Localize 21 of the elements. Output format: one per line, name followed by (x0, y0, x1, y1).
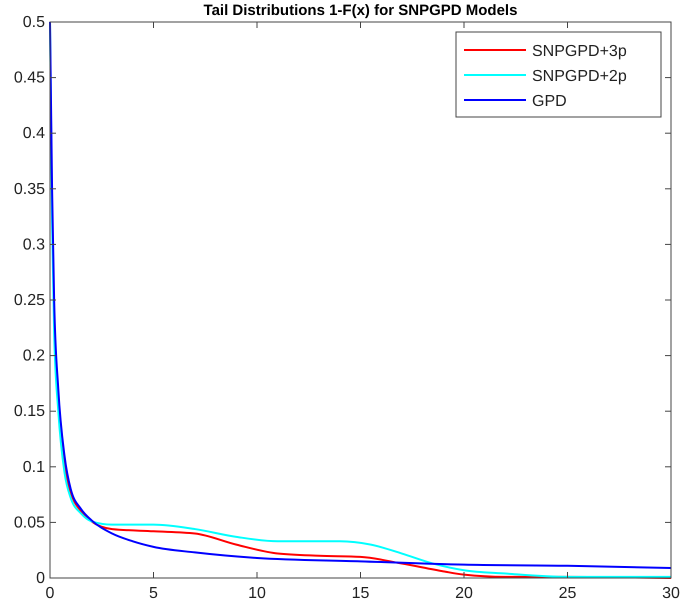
chart-title: Tail Distributions 1-F(x) for SNPGPD Models (204, 2, 518, 19)
x-tick-label: 25 (558, 585, 576, 602)
y-tick-label: 0.1 (22, 458, 46, 476)
x-tick-label: 20 (455, 585, 473, 602)
y-tick-label: 0.25 (14, 292, 46, 309)
y-tick-label: 0.5 (22, 14, 46, 31)
x-tick-label: 15 (352, 585, 370, 602)
y-tick-label: 0.35 (14, 180, 46, 198)
y-tick-label: 0.45 (14, 70, 46, 87)
y-tick-label: 0.3 (22, 236, 46, 254)
legend-label: SNPGPD+3p (532, 43, 627, 60)
y-tick-label: 0.05 (14, 514, 46, 532)
y-tick-label: 0 (36, 570, 46, 587)
legend-label: GPD (532, 93, 567, 110)
legend-label: SNPGPD+2p (532, 68, 627, 85)
x-tick-label: 5 (149, 585, 158, 602)
y-tick-label: 0.2 (22, 348, 46, 365)
x-tick-label: 30 (662, 585, 680, 602)
y-tick-label: 0.15 (14, 403, 46, 420)
y-tick-label: 0.4 (22, 125, 46, 142)
x-tick-label: 10 (248, 585, 266, 602)
